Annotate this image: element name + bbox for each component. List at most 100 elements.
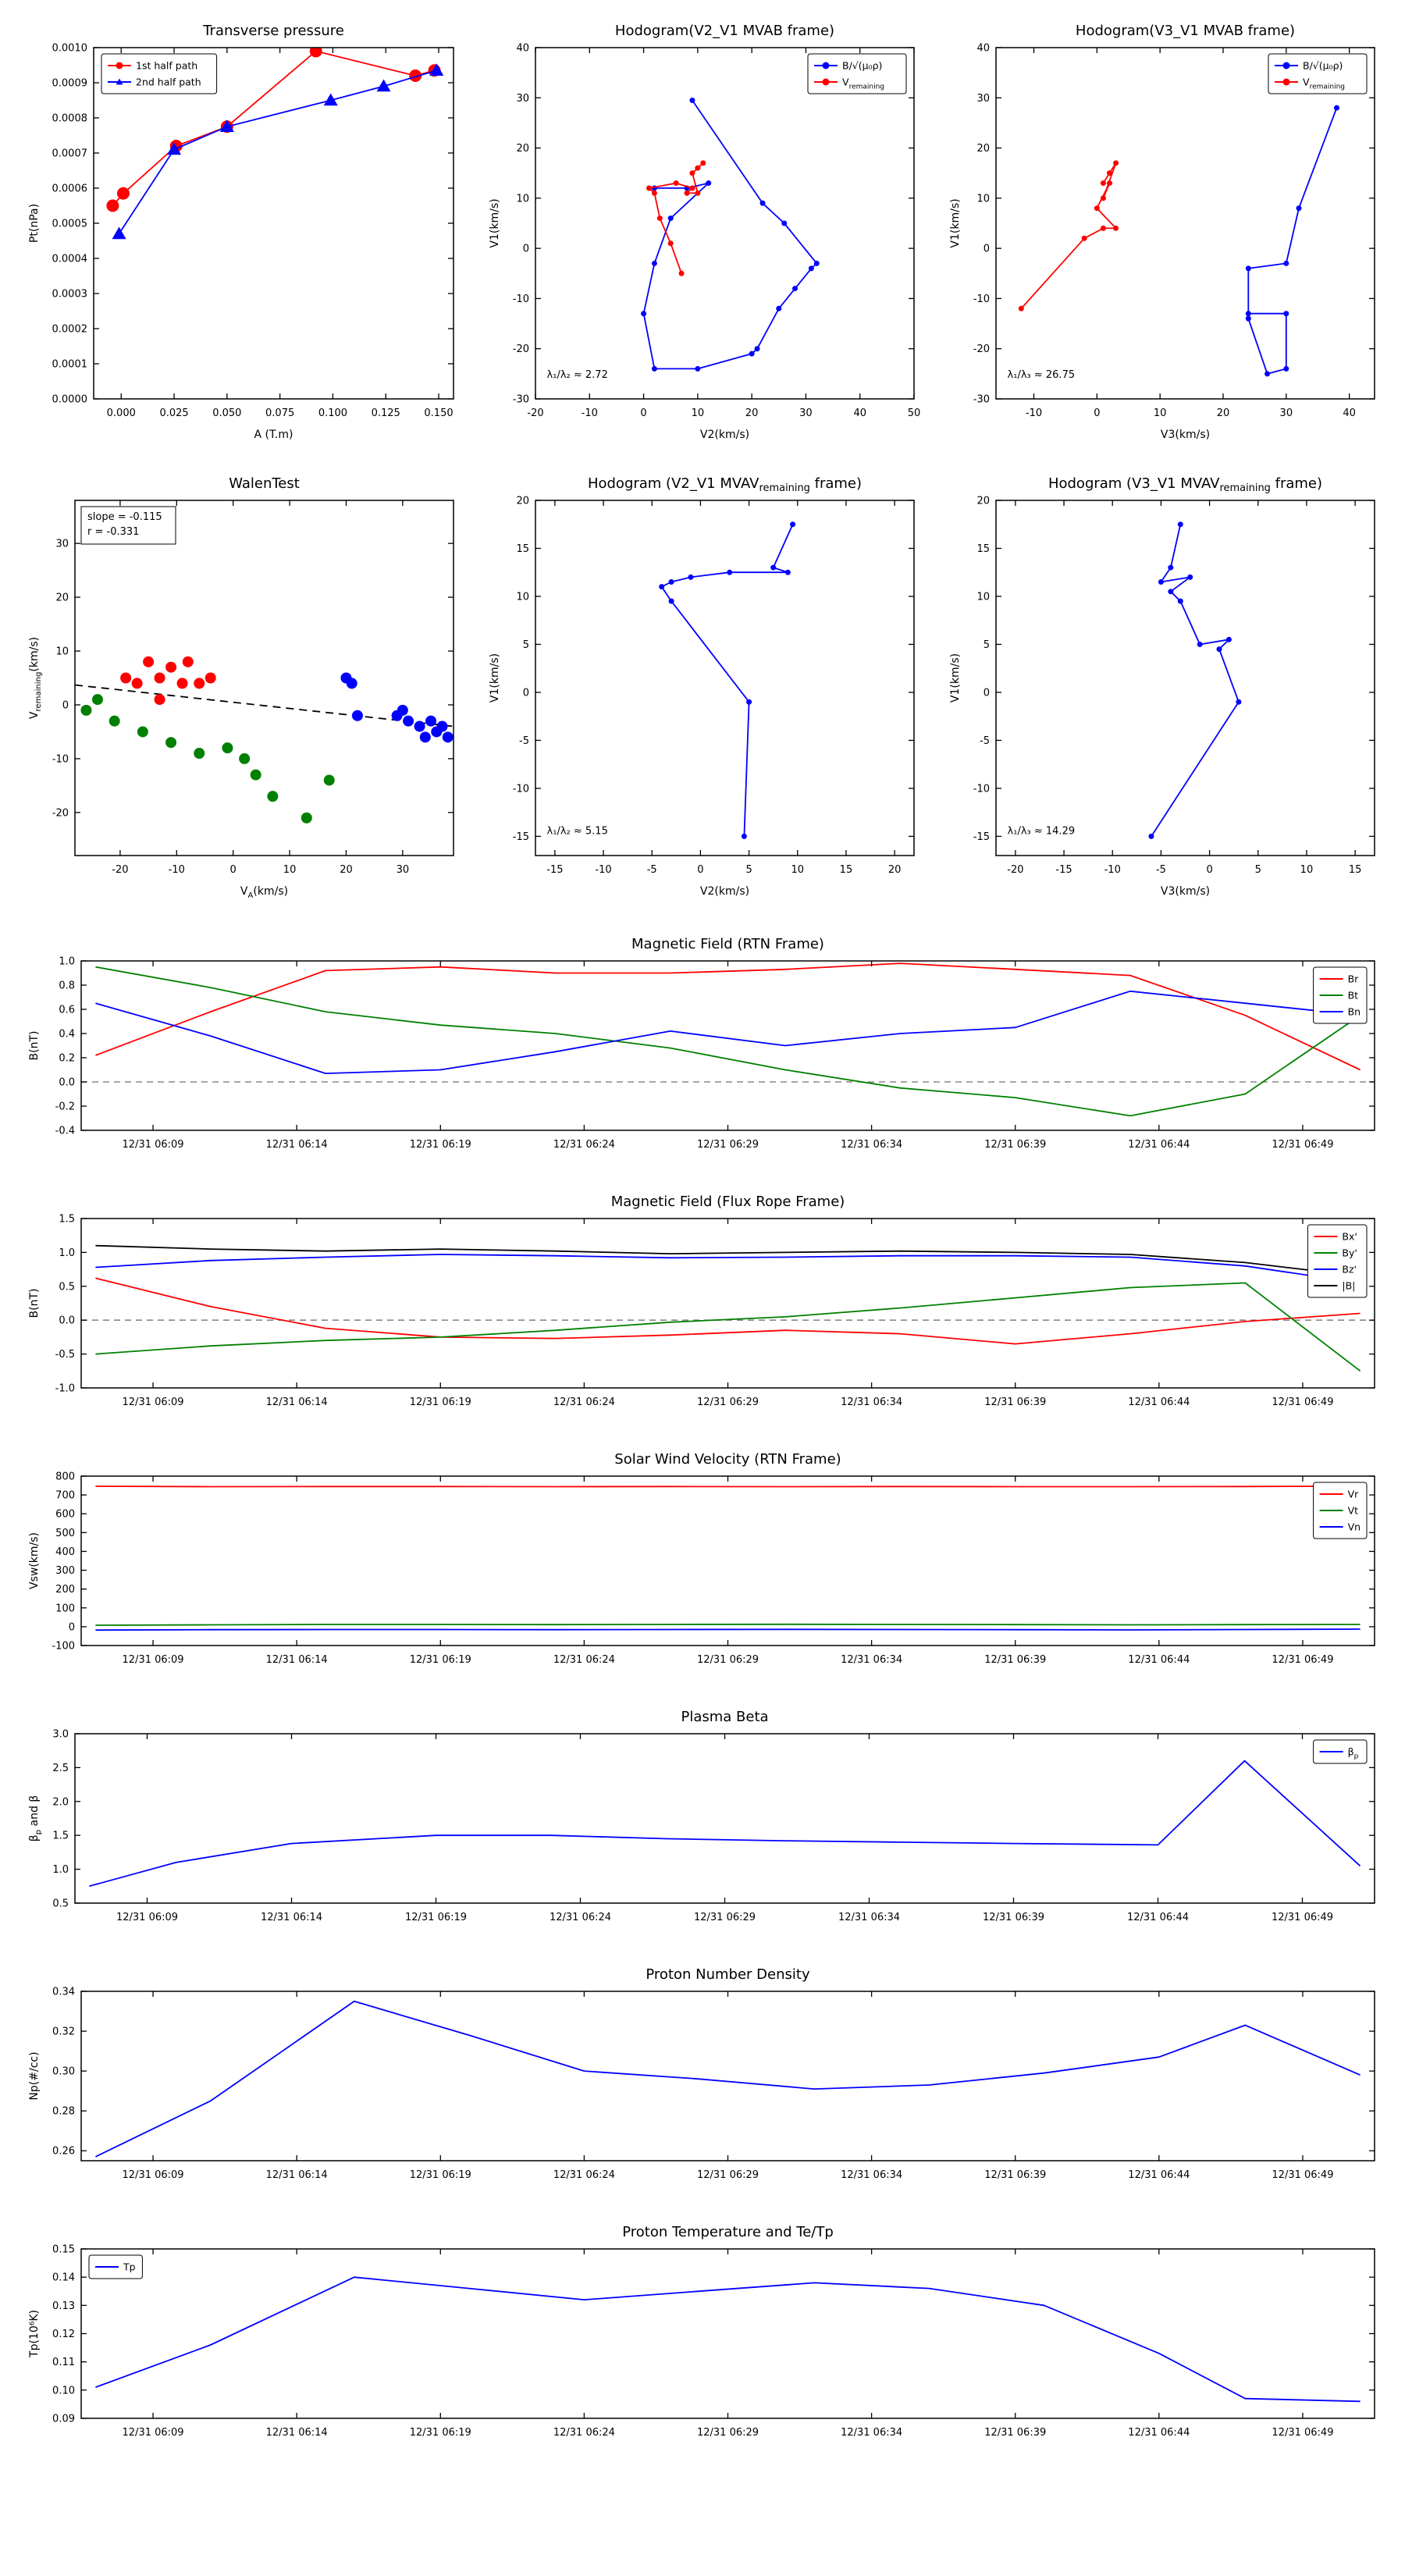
svg-text:15: 15 xyxy=(516,543,529,555)
plasma-beta-svg: 12/31 06:09 12/31 06:14 12/31 06:19 12/31 0… xyxy=(28,1709,1375,1923)
svg-text:400: 400 xyxy=(55,1546,75,1558)
transverse-pressure-svg: 0.000 0.025 0.050 0.075 0.100 0.125 0.150 0.000… xyxy=(28,23,454,441)
svg-text:slope = -0.115: slope = -0.115 xyxy=(87,511,162,523)
svg-text:12/31 06:09: 12/31 06:09 xyxy=(123,1139,184,1151)
svg-text:0.15: 0.15 xyxy=(52,2244,75,2256)
svg-text:Tp: Tp xyxy=(123,2261,136,2273)
svg-text:30: 30 xyxy=(1280,407,1293,419)
magnetic-field-rtn-svg: 12/31 06:09 12/31 06:14 12/31 06:19 12/31 0… xyxy=(28,936,1375,1151)
chart-proton-density: 12/31 06:09 12/31 06:14 12/31 06:19 12/31 0… xyxy=(23,1955,1385,2194)
svg-text:12/31 06:29: 12/31 06:29 xyxy=(697,2427,759,2439)
svg-text:-100: -100 xyxy=(52,1641,75,1653)
svg-text:0.0008: 0.0008 xyxy=(52,113,88,125)
svg-text:B(nT): B(nT) xyxy=(28,1031,41,1061)
svg-text:1st half path: 1st half path xyxy=(136,60,197,72)
svg-text:-10: -10 xyxy=(513,783,529,795)
svg-text:2nd half path: 2nd half path xyxy=(136,76,201,88)
svg-text:12/31 06:09: 12/31 06:09 xyxy=(123,2169,184,2181)
svg-text:12/31 06:09: 12/31 06:09 xyxy=(123,1654,184,1666)
proton-number-density-svg: 12/31 06:09 12/31 06:14 12/31 06:19 12/31 0… xyxy=(28,1966,1375,2181)
svg-text:20: 20 xyxy=(516,143,529,155)
svg-text:12/31 06:19: 12/31 06:19 xyxy=(410,2169,471,2181)
svg-text:βp: βp xyxy=(1348,1746,1359,1761)
svg-text:-30: -30 xyxy=(513,394,529,406)
svg-text:Vr: Vr xyxy=(1348,1489,1360,1500)
svg-text:10: 10 xyxy=(976,591,990,603)
svg-text:10: 10 xyxy=(283,864,297,876)
svg-text:12/31 06:34: 12/31 06:34 xyxy=(841,2427,902,2439)
svg-text:-10: -10 xyxy=(1104,864,1121,876)
chart-hodogram-v3v1-mvab: -10 0 10 20 30 40 -30 -20 -10 0 10 20 30 40 Hodogram(V… xyxy=(944,12,1385,449)
svg-text:V3(km/s): V3(km/s) xyxy=(1161,885,1210,898)
svg-text:12/31 06:49: 12/31 06:49 xyxy=(1272,1654,1333,1666)
svg-text:0.0007: 0.0007 xyxy=(52,148,88,160)
svg-text:12/31 06:34: 12/31 06:34 xyxy=(841,1397,902,1408)
svg-text:Vremaining: Vremaining xyxy=(1303,76,1345,91)
svg-text:Transverse pressure: Transverse pressure xyxy=(202,23,344,39)
svg-text:12/31 06:34: 12/31 06:34 xyxy=(841,1139,902,1151)
hodogram-v2v1-mvav-svg: -15 -10 -5 0 5 10 15 20 -15 -10 -5 0 5 10 15 20 Hodogram… xyxy=(489,475,915,898)
walen-test-svg: -20 -10 0 10 20 30 -20 -10 0 10 20 30 WalenTest VA(km… xyxy=(28,475,454,900)
svg-text:-15: -15 xyxy=(546,864,563,876)
svg-text:V2(km/s): V2(km/s) xyxy=(700,429,749,441)
svg-text:0.0: 0.0 xyxy=(59,1315,75,1327)
svg-text:20: 20 xyxy=(976,143,990,155)
svg-text:B/√(μ₀ρ): B/√(μ₀ρ) xyxy=(1303,60,1343,72)
svg-text:-20: -20 xyxy=(52,807,69,819)
chart-solar-wind-velocity: 12/31 06:09 12/31 06:14 12/31 06:19 12/31 0… xyxy=(23,1440,1385,1678)
svg-text:12/31 06:19: 12/31 06:19 xyxy=(410,1139,471,1151)
svg-text:-0.5: -0.5 xyxy=(55,1349,75,1361)
svg-text:1.0: 1.0 xyxy=(59,1247,75,1259)
svg-text:0.30: 0.30 xyxy=(52,2066,75,2078)
svg-text:12/31 06:34: 12/31 06:34 xyxy=(841,2169,902,2181)
svg-text:20: 20 xyxy=(1217,407,1230,419)
svg-text:12/31 06:14: 12/31 06:14 xyxy=(266,2427,328,2439)
svg-text:0.14: 0.14 xyxy=(52,2272,75,2284)
svg-text:-20: -20 xyxy=(527,407,543,419)
magnetic-field-flux-rope-svg: 12/31 06:09 12/31 06:14 12/31 06:19 12/31 0… xyxy=(28,1194,1375,1408)
svg-text:Proton Temperature and Te/Tp: Proton Temperature and Te/Tp xyxy=(622,2224,834,2240)
svg-text:0.0010: 0.0010 xyxy=(52,43,88,55)
svg-text:Vremaining: Vremaining xyxy=(842,76,884,91)
svg-text:12/31 06:44: 12/31 06:44 xyxy=(1127,1912,1189,1923)
svg-text:0.34: 0.34 xyxy=(52,1987,75,1998)
svg-text:0: 0 xyxy=(984,244,990,255)
proton-temperature-svg: 12/31 06:09 12/31 06:14 12/31 06:19 12/31 0… xyxy=(28,2224,1375,2439)
svg-text:Bx': Bx' xyxy=(1342,1231,1357,1243)
svg-text:-10: -10 xyxy=(513,294,529,305)
svg-text:5: 5 xyxy=(984,639,990,651)
svg-text:12/31 06:14: 12/31 06:14 xyxy=(266,1139,328,1151)
hodogram-v3v1-mvab-svg: -10 0 10 20 30 40 -30 -20 -10 0 10 20 30 40 Hodogram(V… xyxy=(949,23,1375,441)
svg-text:300: 300 xyxy=(55,1565,75,1577)
svg-text:10: 10 xyxy=(791,864,804,876)
svg-text:-20: -20 xyxy=(1007,864,1023,876)
svg-text:0.0006: 0.0006 xyxy=(52,183,88,195)
svg-text:0.125: 0.125 xyxy=(372,407,400,419)
svg-text:0.0: 0.0 xyxy=(59,1077,75,1089)
svg-text:12/31 06:49: 12/31 06:49 xyxy=(1272,1912,1333,1923)
svg-text:r = -0.331: r = -0.331 xyxy=(87,526,139,538)
chart-hodogram-v2v1-mvav: -15 -10 -5 0 5 10 15 20 -15 -10 -5 0 5 10 15 20 Hodogram… xyxy=(484,464,925,906)
svg-text:12/31 06:14: 12/31 06:14 xyxy=(261,1912,322,1923)
svg-text:10: 10 xyxy=(692,407,705,419)
svg-text:10: 10 xyxy=(1154,407,1167,419)
svg-text:0.0005: 0.0005 xyxy=(52,219,88,230)
svg-text:12/31 06:29: 12/31 06:29 xyxy=(694,1912,756,1923)
svg-text:0: 0 xyxy=(62,699,69,711)
svg-text:5: 5 xyxy=(745,864,752,876)
chart-plasma-beta: 12/31 06:09 12/31 06:14 12/31 06:19 12/31 0… xyxy=(23,1698,1385,1936)
svg-text:By': By' xyxy=(1342,1247,1357,1259)
svg-text:500: 500 xyxy=(55,1528,75,1539)
svg-text:Magnetic Field (RTN Frame): Magnetic Field (RTN Frame) xyxy=(631,936,824,952)
svg-text:0.4: 0.4 xyxy=(59,1029,75,1041)
svg-text:12/31 06:29: 12/31 06:29 xyxy=(697,1397,759,1408)
svg-text:20: 20 xyxy=(745,407,759,419)
svg-text:12/31 06:24: 12/31 06:24 xyxy=(553,2427,615,2439)
svg-text:1.0: 1.0 xyxy=(59,956,75,968)
svg-text:0.025: 0.025 xyxy=(159,407,188,419)
svg-text:12/31 06:39: 12/31 06:39 xyxy=(983,1912,1044,1923)
svg-text:12/31 06:19: 12/31 06:19 xyxy=(410,2427,471,2439)
chart-walen-test: -20 -10 0 10 20 30 -20 -10 0 10 20 30 WalenTest VA(km… xyxy=(23,464,464,906)
svg-text:12/31 06:44: 12/31 06:44 xyxy=(1128,1654,1190,1666)
svg-text:15: 15 xyxy=(1349,864,1362,876)
